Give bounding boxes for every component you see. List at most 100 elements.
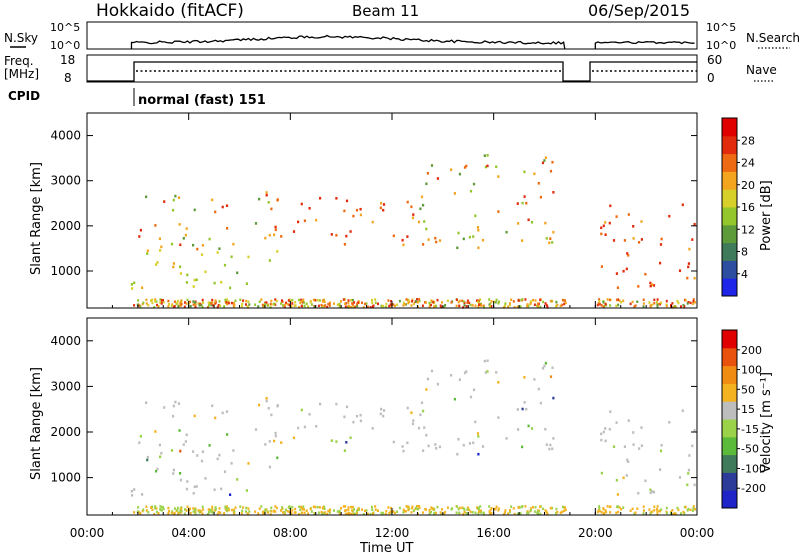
power-cell bbox=[227, 301, 230, 305]
power-cell bbox=[559, 304, 562, 308]
power-cell bbox=[371, 301, 374, 305]
power-cell bbox=[245, 299, 248, 303]
power-cell bbox=[179, 265, 182, 269]
velocity-cell bbox=[159, 455, 162, 459]
velocity-cell bbox=[524, 505, 527, 508]
velocity-cell bbox=[352, 420, 355, 424]
velocity-cell bbox=[374, 505, 377, 508]
velocity-cell bbox=[551, 366, 554, 369]
velocity-cell bbox=[406, 406, 409, 410]
velocity-cell bbox=[598, 509, 601, 513]
velocity-cell bbox=[539, 401, 542, 405]
power-cell bbox=[465, 305, 468, 308]
velocity-cell bbox=[182, 443, 185, 446]
power-cell bbox=[461, 299, 464, 303]
velocity-cell bbox=[406, 441, 409, 445]
velocity-cell bbox=[625, 474, 628, 477]
power-cell bbox=[425, 301, 427, 304]
velocity-cell bbox=[555, 507, 558, 511]
power-cell bbox=[351, 298, 354, 302]
velocity-cell bbox=[450, 374, 453, 377]
velocity-cell bbox=[276, 456, 279, 460]
velocity-cell bbox=[412, 419, 415, 422]
power-cell bbox=[200, 253, 204, 256]
velocity-cell bbox=[379, 412, 382, 416]
power-cell bbox=[530, 221, 534, 224]
power-cell bbox=[533, 303, 536, 306]
power-y-ticks: 4000 3000 2000 1000 bbox=[50, 129, 697, 278]
power-cell bbox=[545, 237, 548, 240]
power-cell bbox=[486, 154, 489, 157]
velocity-cell bbox=[218, 453, 221, 457]
power-cell bbox=[226, 227, 229, 230]
power-cell bbox=[210, 302, 213, 305]
velocity-cell bbox=[138, 441, 141, 444]
power-cell bbox=[627, 254, 630, 257]
power-cell bbox=[192, 243, 195, 247]
power-cell bbox=[258, 300, 261, 303]
velocity-cell bbox=[254, 428, 258, 431]
velocity-cell bbox=[410, 511, 413, 514]
velocity-cell bbox=[273, 439, 276, 443]
power-cell bbox=[282, 304, 284, 307]
velocity-cell bbox=[335, 402, 338, 406]
velocity-cell bbox=[193, 485, 196, 489]
power-cell bbox=[640, 220, 643, 223]
power-cell bbox=[692, 298, 695, 301]
power-cell bbox=[519, 305, 522, 308]
velocity-cell bbox=[405, 505, 408, 508]
velocity-cell bbox=[466, 506, 469, 509]
power-cell bbox=[292, 230, 296, 233]
velocity-cell bbox=[179, 449, 182, 453]
velocity-cell bbox=[156, 467, 159, 471]
power-cell bbox=[546, 304, 549, 307]
power-cell bbox=[177, 196, 181, 199]
velocity-cell bbox=[636, 507, 639, 510]
power-cell bbox=[551, 241, 554, 244]
noise-right-label: N.Search bbox=[746, 31, 800, 45]
power-cell bbox=[194, 301, 197, 304]
velocity-cell bbox=[264, 443, 267, 446]
velocity-cell bbox=[321, 507, 324, 510]
power-cell bbox=[508, 303, 511, 307]
velocity-cell bbox=[155, 507, 158, 510]
power-cell bbox=[276, 250, 279, 253]
power-cell bbox=[546, 306, 549, 309]
power-cell bbox=[490, 305, 493, 308]
power-cell bbox=[232, 242, 235, 246]
power-cell bbox=[216, 306, 219, 309]
power-cell bbox=[189, 300, 192, 304]
power-cell bbox=[649, 281, 652, 285]
power-cell bbox=[416, 301, 419, 304]
velocity-cell bbox=[615, 505, 618, 509]
velocity-cell bbox=[455, 505, 458, 508]
power-cell bbox=[359, 207, 362, 211]
power-cell bbox=[345, 234, 348, 238]
velocity-cell bbox=[440, 513, 443, 516]
power-cell bbox=[694, 301, 697, 304]
noise-left-label: N.Sky bbox=[4, 31, 38, 45]
power-colorbar: 28 24 20 16 12 8 4 bbox=[721, 117, 755, 297]
power-cell bbox=[544, 221, 547, 225]
velocity-cell bbox=[342, 505, 345, 508]
power-cell bbox=[481, 238, 485, 242]
power-cell bbox=[214, 210, 217, 214]
power-cell bbox=[294, 304, 297, 307]
colorbar-tick-label: 50 bbox=[741, 383, 755, 396]
power-cell bbox=[428, 305, 431, 309]
freq-tick-18: 18 bbox=[60, 53, 75, 67]
velocity-cell bbox=[483, 513, 485, 516]
power-cell bbox=[352, 305, 355, 309]
velocity-cell bbox=[380, 407, 383, 411]
power-cell bbox=[136, 303, 139, 307]
power-cell bbox=[264, 301, 267, 304]
power-cell bbox=[537, 182, 540, 185]
velocity-cell bbox=[457, 437, 460, 441]
power-cell bbox=[261, 303, 264, 307]
power-cell bbox=[344, 305, 347, 308]
power-cell bbox=[505, 230, 508, 234]
power-cell bbox=[564, 299, 566, 302]
power-cell bbox=[186, 298, 189, 302]
power-cell bbox=[555, 304, 558, 308]
velocity-cell bbox=[477, 452, 480, 456]
